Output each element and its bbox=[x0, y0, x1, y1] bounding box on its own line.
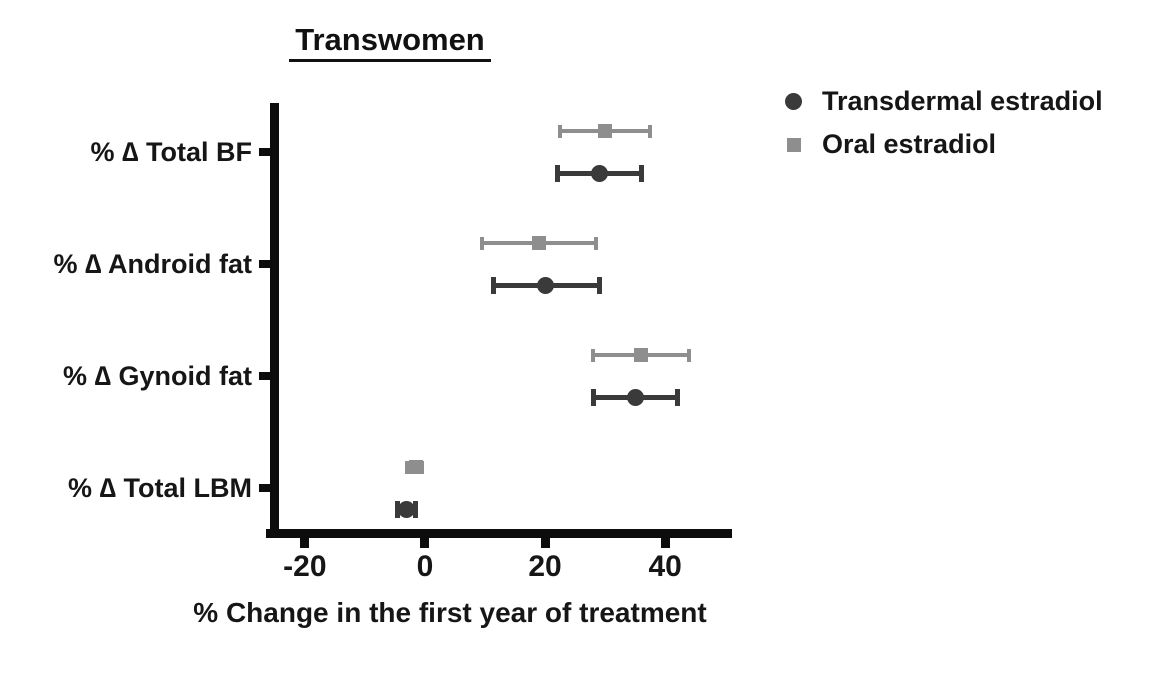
category-label: % ∆ Total LBM bbox=[67, 473, 252, 503]
data-point-square-icon bbox=[598, 124, 613, 138]
square-marker-icon bbox=[787, 137, 801, 152]
error-bar-cap-left bbox=[554, 164, 560, 182]
error-bar-cap-right bbox=[413, 500, 419, 518]
category-label: % ∆ Gynoid fat bbox=[62, 361, 252, 391]
error-bar-cap-left bbox=[591, 348, 596, 362]
x-axis-tick bbox=[540, 538, 550, 548]
error-bar-cap-right bbox=[596, 276, 602, 294]
x-axis-tick bbox=[660, 538, 670, 548]
x-tick-label: 0 bbox=[416, 550, 434, 583]
legend-item-oral-estradiol: Oral estradiol bbox=[785, 129, 1103, 159]
error-bar-cap-right bbox=[674, 388, 680, 406]
y-axis-tick bbox=[259, 148, 271, 156]
error-bar-cap-left bbox=[491, 276, 497, 294]
error-bar-cap-left bbox=[404, 460, 409, 474]
legend-label: Oral estradiol bbox=[822, 129, 997, 159]
error-bar-cap-left bbox=[590, 388, 596, 406]
data-point-square-icon bbox=[532, 236, 547, 250]
x-axis-line bbox=[266, 529, 732, 538]
x-axis-tick bbox=[300, 538, 310, 548]
legend-item-transdermal-estradiol: Transdermal estradiol bbox=[785, 86, 1103, 116]
x-axis-label: % Change in the first year of treatment bbox=[193, 597, 707, 628]
legend: Transdermal estradiol Oral estradiol bbox=[785, 86, 1103, 174]
error-bar-cap-left bbox=[395, 500, 401, 518]
x-axis-tick bbox=[420, 538, 430, 548]
x-tick-label: -20 bbox=[283, 550, 327, 583]
data-point-circle-icon bbox=[626, 388, 644, 406]
x-tick-label: 40 bbox=[648, 550, 682, 583]
data-point-circle-icon bbox=[536, 276, 554, 294]
y-axis-tick bbox=[259, 484, 271, 492]
data-point-circle-icon bbox=[590, 164, 608, 182]
error-bar-cap-left bbox=[558, 124, 563, 138]
error-bar-cap-right bbox=[638, 164, 644, 182]
y-axis-tick bbox=[259, 372, 271, 380]
error-bar-cap-left bbox=[479, 236, 484, 250]
data-point-square-icon bbox=[408, 460, 423, 474]
x-tick-label: 20 bbox=[528, 550, 562, 583]
y-axis-line bbox=[270, 103, 279, 538]
y-axis-tick bbox=[259, 260, 271, 268]
chart-title: Transwomen bbox=[160, 22, 620, 62]
legend-label: Transdermal estradiol bbox=[822, 86, 1103, 116]
data-point-circle-icon bbox=[398, 500, 416, 518]
category-label: % ∆ Total BF bbox=[90, 137, 252, 167]
error-bar-cap-right bbox=[648, 124, 653, 138]
data-point-square-icon bbox=[634, 348, 649, 362]
chart-title-text: Transwomen bbox=[289, 22, 491, 62]
category-label: % ∆ Android fat bbox=[53, 249, 252, 279]
error-bar-cap-right bbox=[687, 348, 692, 362]
circle-marker-icon bbox=[785, 93, 802, 110]
error-bar-cap-right bbox=[594, 236, 599, 250]
